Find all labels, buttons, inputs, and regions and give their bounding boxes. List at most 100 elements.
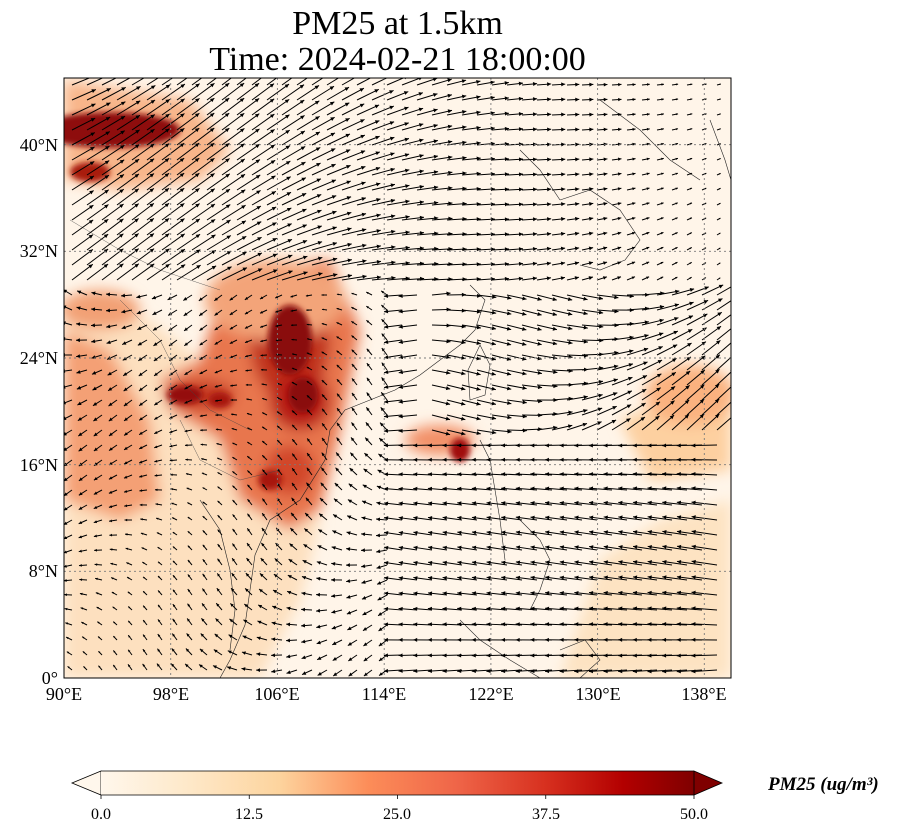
wind-vector xyxy=(371,78,388,86)
wind-vector-head xyxy=(184,400,188,404)
wind-vector-head xyxy=(316,576,321,581)
wind-vector-head xyxy=(547,172,552,177)
wind-vector-head xyxy=(200,633,205,637)
wind-vector-head xyxy=(583,311,588,316)
wind-vector-head xyxy=(134,144,140,149)
wind-vector-head xyxy=(662,486,667,491)
wind-vector-head xyxy=(589,201,594,206)
wind-vector-head xyxy=(389,136,395,141)
wind-vector-head xyxy=(597,407,603,412)
wind-vector-head xyxy=(93,447,98,452)
wind-vector-head xyxy=(603,590,608,595)
wind-vector-head xyxy=(214,327,219,331)
wind-vector-head xyxy=(583,409,588,413)
wind-vector-head xyxy=(124,446,128,450)
wind-vector-head xyxy=(689,288,695,292)
wind-vector xyxy=(146,113,170,131)
wind-vector-head xyxy=(537,341,542,346)
wind-vector-head xyxy=(676,653,681,658)
wind-vector-head xyxy=(603,112,608,117)
wind-vector-head xyxy=(559,622,564,627)
wind-vector-head xyxy=(383,606,389,611)
wind-vector-head xyxy=(518,247,524,252)
wind-vector-head xyxy=(589,530,594,535)
wind-vector xyxy=(221,97,245,116)
wind-vector-head xyxy=(689,187,693,190)
wind-vector-head xyxy=(158,561,160,564)
wind-vector-head xyxy=(119,233,124,238)
wind-vector-head xyxy=(603,231,608,236)
wind-vector-head xyxy=(633,530,638,535)
wind-vector-head xyxy=(632,443,637,448)
wind-vector-head xyxy=(184,342,188,346)
wind-vector-head xyxy=(229,618,234,623)
wind-vector-head xyxy=(94,563,98,566)
wind-vector-head xyxy=(507,415,512,420)
wind-vector xyxy=(341,150,366,161)
wind-vector xyxy=(251,190,277,206)
wind-vector-head xyxy=(331,577,335,582)
wind-vector-head xyxy=(486,669,491,674)
wind-vector-head xyxy=(180,249,185,254)
wind-vector-head xyxy=(169,444,173,448)
wind-vector-head xyxy=(589,112,594,117)
wind-vector-head xyxy=(351,392,355,397)
wind-vector-head xyxy=(486,457,491,462)
wind-vector-head xyxy=(240,174,246,179)
wind-vector-head xyxy=(336,379,340,383)
wind-vector-head xyxy=(383,428,389,433)
wind-vector-head xyxy=(626,418,631,423)
wind-vector-head xyxy=(561,112,566,117)
wind-vector-head xyxy=(286,638,291,643)
wind-vector-head xyxy=(285,114,290,119)
wind-vector-head xyxy=(537,296,542,301)
wind-vector-head xyxy=(442,606,447,611)
wind-vector-head xyxy=(445,431,451,436)
wind-vector-head xyxy=(676,637,681,642)
wind-vector-head xyxy=(383,668,389,673)
wind-vector-head xyxy=(106,308,110,313)
wind-vector xyxy=(326,86,350,101)
wind-vector-head xyxy=(285,145,291,150)
wind-vector xyxy=(191,265,217,281)
wind-vector-head xyxy=(345,133,350,138)
wind-vector-head xyxy=(64,521,68,525)
wind-vector xyxy=(176,264,201,281)
wind-vector-head xyxy=(332,530,337,534)
wind-vector-head xyxy=(501,545,506,550)
wind-vector xyxy=(281,177,307,191)
wind-vector xyxy=(266,129,291,146)
wind-vector-head xyxy=(336,336,340,339)
wind-vector-head xyxy=(700,384,705,389)
wind-vector-head xyxy=(522,371,527,376)
wind-vector-head xyxy=(156,517,159,520)
wind-vector-head xyxy=(675,157,678,160)
wind-vector-head xyxy=(169,415,173,419)
wind-vector-head xyxy=(588,443,593,448)
wind-vector-head xyxy=(332,226,337,231)
wind-vector-head xyxy=(457,653,462,658)
wind-vector xyxy=(341,134,366,146)
wind-vector-head xyxy=(560,276,566,281)
wind-vector-head xyxy=(76,354,81,358)
wind-vector-head xyxy=(390,152,395,157)
wind-vector-head xyxy=(398,399,403,404)
wind-vector-head xyxy=(217,486,220,489)
wind-vector-head xyxy=(617,246,622,250)
wind-vector-head xyxy=(691,457,696,462)
wind-vector-head xyxy=(183,312,188,316)
wind-vector-head xyxy=(184,327,188,331)
wind-vector-head xyxy=(486,591,491,596)
wind-vector xyxy=(716,401,731,416)
wind-vector-head xyxy=(618,560,623,565)
wind-vector-head xyxy=(675,142,678,146)
wind-vector-head xyxy=(389,121,395,126)
wind-vector-head xyxy=(321,467,325,472)
wind-vector-head xyxy=(330,132,335,137)
wind-vector-head xyxy=(575,142,580,147)
wind-vector-head xyxy=(120,116,126,120)
wind-vector-head xyxy=(230,384,233,387)
wind-vector-head xyxy=(149,188,154,193)
wind-vector-head xyxy=(457,606,462,611)
wind-vector-head xyxy=(214,312,219,316)
